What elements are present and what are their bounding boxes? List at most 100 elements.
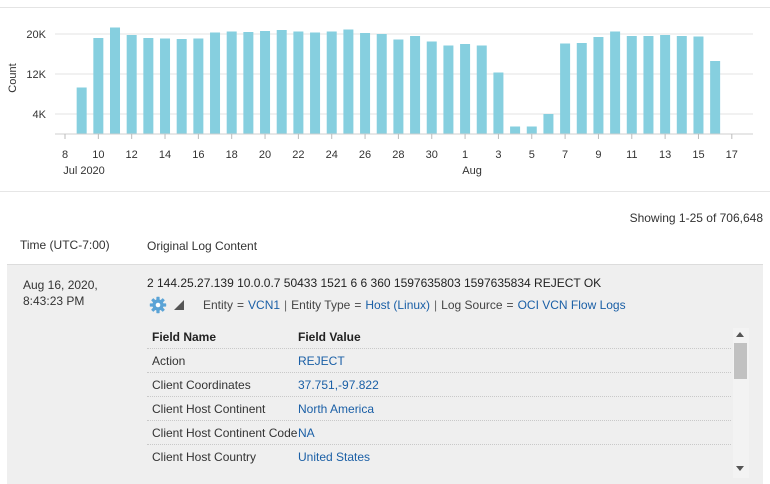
entity-type-link[interactable]: Host (Linux) [365,298,431,312]
x-tick-label: 30 [426,149,438,161]
chart-bar [510,126,521,134]
log-record-row[interactable] [7,264,763,484]
field-name: Client Host Continent [152,402,266,416]
entity-link[interactable]: VCN1 [248,298,281,312]
chart-bar [410,36,421,134]
chart-bar [476,45,487,134]
field-name: Action [152,354,186,368]
meta-separator: | [434,298,438,312]
field-row: Action REJECT [147,348,731,372]
x-tick-label: 16 [192,149,204,161]
field-value-link[interactable]: United States [298,450,371,464]
field-name: Client Host Country [152,450,257,464]
chart-divider [0,191,770,192]
field-row: Client Host Country United States [147,444,731,468]
chart-bar [343,29,354,134]
x-tick-label: 20 [259,149,271,161]
column-header-original-log[interactable]: Original Log Content [147,239,258,253]
field-name-header: Field Name [152,330,217,344]
field-row: Client Host Continent North America [147,396,731,420]
scroll-up-icon[interactable] [736,332,744,337]
chart-bar [110,27,121,134]
x-tick-label: 14 [159,149,171,161]
chart-bar [276,30,287,134]
log-source-label: Log Source [441,298,503,312]
top-divider [0,7,770,8]
x-tick-label: 15 [692,149,704,161]
scrollbar-thumb[interactable] [734,343,747,379]
x-tick-label: 5 [529,149,535,161]
meta-separator: | [284,298,288,312]
chart-bar [210,32,221,134]
chart-bar [576,43,587,134]
field-value-link[interactable]: NA [298,426,315,440]
expand-triangle-icon[interactable] [173,299,185,311]
field-value-link[interactable]: 37.751,-97.822 [298,378,379,392]
chart-bar [610,31,621,134]
chart-bar [193,38,204,134]
column-header-time[interactable]: Time (UTC-7:00) [20,238,110,252]
field-table: Field Name Field Value Action REJECT Cli… [147,326,751,483]
x-tick-label: 18 [226,149,238,161]
field-name: Client Host Continent Code [152,426,298,440]
x-tick-label: 7 [562,149,568,161]
chart-bar [393,39,404,134]
chart-bar [443,45,454,134]
record-timestamp: Aug 16, 2020, 8:43:23 PM [23,277,98,309]
entity-label: Entity [203,298,234,312]
entity-eq: = [237,298,245,312]
x-tick-label: 8 [62,149,68,161]
chart-bar [160,38,171,134]
chart-bar [176,39,187,134]
x-tick-label: 28 [392,149,404,161]
chart-bar [560,43,571,134]
x-tick-label: 24 [326,149,338,161]
chart-bar [293,31,304,134]
chart-bar [260,31,271,134]
result-count: Showing 1-25 of 706,648 [629,211,763,225]
field-name: Client Coordinates [152,378,251,392]
x-tick-label: 9 [595,149,601,161]
chart-bar [310,32,321,134]
field-value-link[interactable]: North America [298,402,375,416]
x-tick-label: 26 [359,149,371,161]
chart-bar [643,36,654,134]
month-label: Aug [462,165,482,177]
chart-bar [360,33,371,134]
scroll-down-icon[interactable] [736,466,744,471]
chart-bar [526,126,537,134]
y-axis-label: Count [7,63,19,92]
chart-bar [126,35,137,134]
chart-bar [226,31,237,134]
field-value-header: Field Value [298,330,361,344]
chart-bar [593,37,604,134]
field-value-link[interactable]: REJECT [298,354,345,368]
log-source-link[interactable]: OCI VCN Flow Logs [517,298,626,312]
entity-type-label: Entity Type [291,298,351,312]
gear-icon[interactable] [149,296,167,314]
y-tick-label: 20K [26,29,46,41]
field-table-scrollbar[interactable] [733,328,749,478]
chart-bar [626,36,637,134]
entity-type-eq: = [354,298,362,312]
chart-bar [243,32,254,134]
chart-bar [543,114,554,134]
x-tick-label: 17 [726,149,738,161]
record-time: 8:43:23 PM [23,294,85,308]
x-tick-label: 10 [92,149,104,161]
chart-bar [376,34,387,134]
chart-bar [326,31,337,134]
chart-bar [676,36,687,134]
chart-bar [426,41,437,134]
field-table-header: Field Name Field Value [147,326,731,348]
chart-bar [660,35,671,134]
x-tick-label: 22 [292,149,304,161]
chart-bar [493,72,504,134]
chart-bar [76,87,87,134]
record-metadata: Entity = VCN1 | Entity Type = Host (Linu… [149,295,626,315]
raw-log-content: 2 144.25.27.139 10.0.0.7 50433 1521 6 6 … [147,276,602,290]
x-tick-label: 12 [126,149,138,161]
chart-bar [93,38,104,134]
field-row: Client Host Continent Code NA [147,420,731,444]
